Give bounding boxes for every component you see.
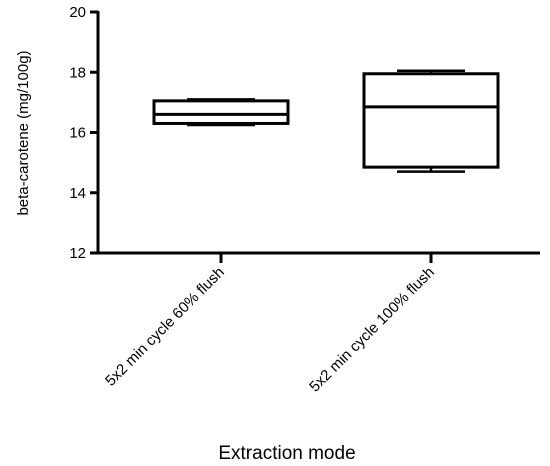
box-plot-2	[362, 69, 500, 173]
x-tick-label: 5x2 min cycle 60% flush	[102, 264, 228, 390]
x-tick-label: 5x2 min cycle 100% flush	[306, 264, 438, 396]
y-tick-labels: 12 14 16 18 20	[69, 4, 86, 262]
plot-area	[90, 10, 540, 263]
box-plot-1	[152, 98, 290, 127]
y-tick-label: 14	[69, 185, 86, 202]
interquartile-box	[362, 72, 500, 169]
y-axis-title: beta-carotene (mg/100g)	[15, 50, 32, 215]
y-tick-label: 20	[69, 4, 86, 21]
interquartile-box	[152, 99, 290, 125]
y-tick-label: 18	[69, 64, 86, 81]
x-tick-labels: 5x2 min cycle 60% flush 5x2 min cycle 100…	[102, 264, 438, 396]
x-axis-title: Extraction mode	[218, 443, 355, 464]
y-tick-label: 12	[69, 245, 86, 262]
y-tick-label: 16	[69, 125, 86, 142]
